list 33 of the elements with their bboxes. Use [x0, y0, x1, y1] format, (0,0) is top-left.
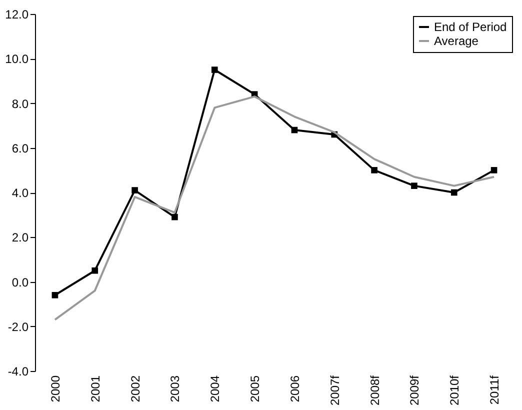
x-tick-label: 2011f	[488, 374, 502, 405]
x-tick-label: 2002	[128, 375, 142, 402]
x-tick-label: 2009f	[408, 374, 422, 406]
point	[490, 167, 498, 174]
y-tick-label: 0.0	[12, 275, 29, 290]
y-tick-label: 6.0	[12, 141, 29, 156]
x-tick-label: 2008f	[368, 374, 382, 406]
x-tick-label: 2001	[88, 375, 102, 402]
x-tick-label: 2010f	[448, 374, 462, 406]
legend-label: Average	[434, 34, 479, 48]
x-tick-label: 2003	[168, 375, 182, 402]
point	[211, 66, 218, 73]
point	[52, 292, 58, 298]
x-tick-label: 2006	[288, 375, 302, 402]
point	[450, 189, 458, 196]
point	[291, 126, 298, 134]
point	[371, 167, 378, 174]
point	[411, 182, 418, 189]
y-tick-label: -4.0	[8, 364, 29, 378]
y-tick-label: 8.0	[12, 96, 29, 111]
y-tick-label: -2.0	[8, 320, 29, 334]
point	[92, 267, 98, 274]
y-tick-label: 10.0	[5, 52, 29, 66]
x-tick-label: 2005	[248, 375, 262, 402]
x-tick-label: 2004	[208, 375, 222, 402]
y-tick-label: 2.0	[12, 230, 29, 245]
x-tick-label: 2000	[48, 375, 62, 402]
x-tick-label: 2007f	[328, 374, 342, 406]
y-tick-label: 12.0	[5, 8, 29, 22]
point	[172, 214, 178, 220]
point	[132, 187, 138, 194]
legend-label: End of Period	[434, 20, 507, 34]
y-tick-label: 4.0	[12, 186, 29, 200]
